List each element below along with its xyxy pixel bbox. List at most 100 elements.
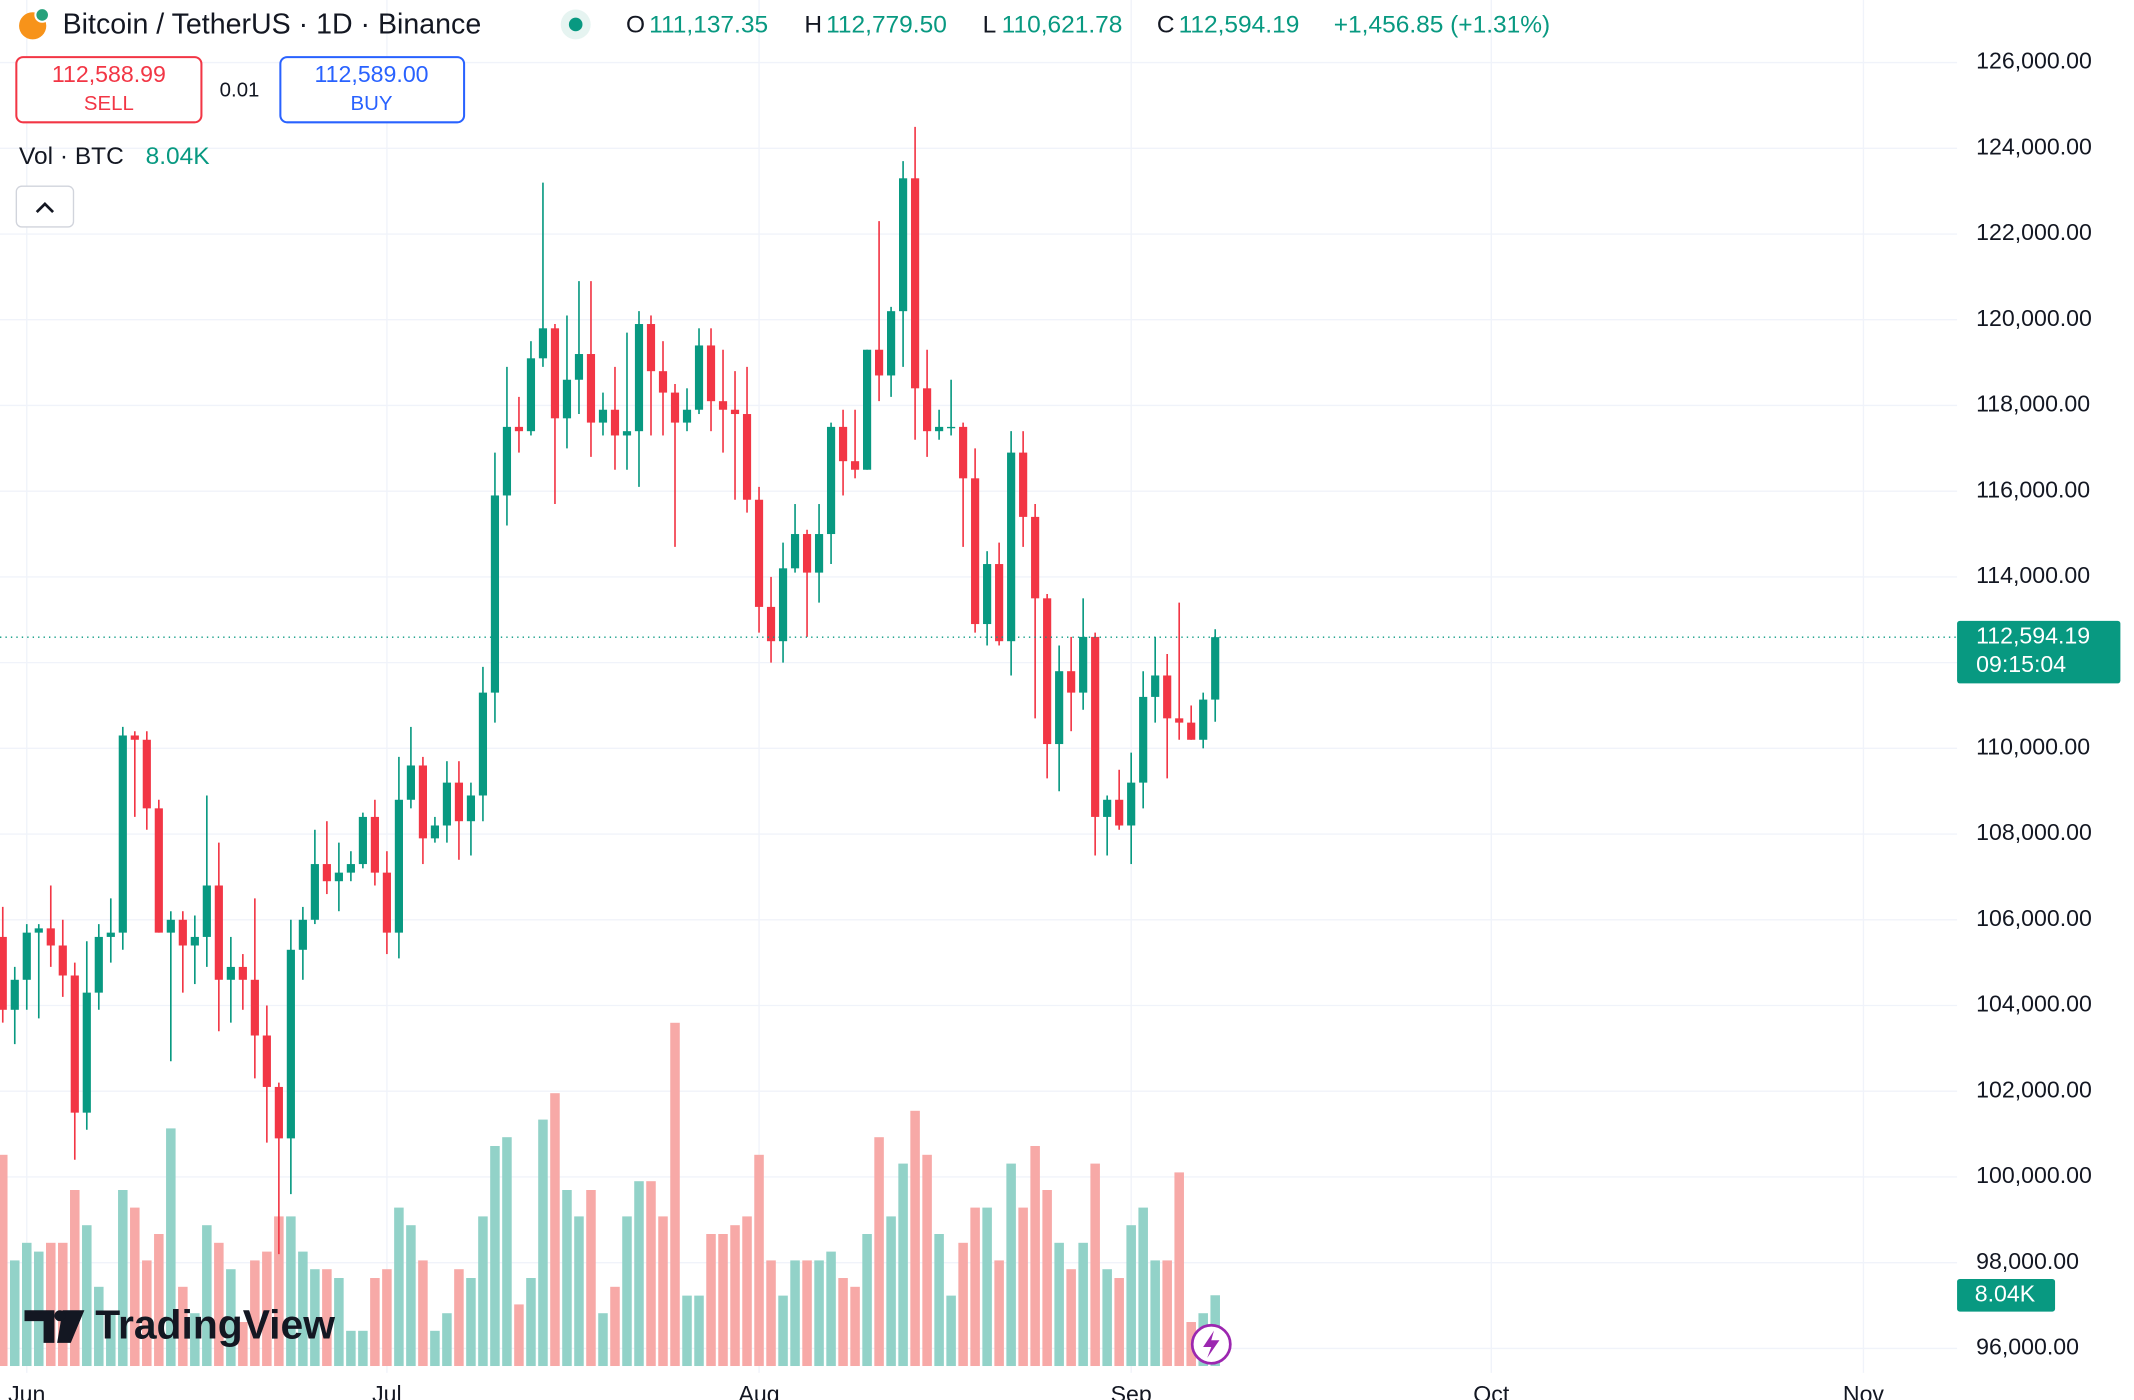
ohlc-key: H — [804, 11, 822, 38]
y-tick-label: 110,000.00 — [1976, 733, 2090, 759]
candle-body — [899, 178, 908, 312]
volume-bar — [202, 1225, 212, 1367]
candle-body — [1079, 636, 1088, 693]
candle-body — [983, 564, 992, 625]
collapse-button[interactable] — [15, 185, 75, 228]
volume-bar — [190, 1313, 200, 1367]
volume-bar — [106, 1313, 116, 1367]
candle-body — [226, 966, 235, 980]
volume-bar — [1174, 1172, 1184, 1367]
candle-body — [46, 928, 55, 946]
volume-bar — [1162, 1260, 1172, 1367]
sell-label[interactable]: SELL — [84, 93, 134, 115]
buy-label[interactable]: BUY — [351, 93, 393, 115]
volume-bar — [1150, 1260, 1160, 1367]
candle-body — [394, 799, 403, 933]
candle-body — [766, 606, 776, 642]
candle-body — [82, 992, 91, 1113]
volume-bar — [118, 1190, 128, 1367]
volume-bar — [22, 1242, 32, 1367]
volume-bar — [442, 1313, 452, 1367]
candle-body — [562, 379, 572, 419]
candle-body — [971, 478, 980, 625]
candle-body — [466, 795, 476, 822]
volume-bar — [718, 1234, 728, 1367]
candle-body — [322, 864, 331, 882]
quote-icon — [34, 7, 51, 23]
volume-bar — [1102, 1269, 1112, 1367]
volume-bar — [814, 1260, 824, 1367]
candle-body — [178, 919, 187, 946]
volume-bar — [562, 1190, 572, 1367]
volume-bar — [850, 1286, 860, 1367]
sell-box[interactable] — [15, 56, 203, 124]
volume-bar — [910, 1110, 920, 1367]
candle-body — [862, 349, 872, 470]
candle-body — [154, 808, 163, 933]
volume-bar — [298, 1251, 308, 1367]
candle-body — [274, 1086, 283, 1139]
candle-body — [814, 534, 824, 573]
lightning-button[interactable] — [1190, 1323, 1232, 1365]
x-tick-label: Nov — [1843, 1381, 1885, 1400]
candle-body — [1175, 718, 1184, 723]
candle-body — [874, 349, 884, 376]
candle-body — [538, 328, 548, 359]
candle-body — [202, 885, 211, 937]
volume-bar — [862, 1234, 872, 1367]
candle-body — [1151, 675, 1160, 697]
y-tick-label: 102,000.00 — [1976, 1076, 2092, 1102]
volume-bar — [994, 1260, 1004, 1367]
volume-bar — [322, 1269, 332, 1367]
volume-bar — [466, 1278, 476, 1367]
volume-bar — [946, 1295, 956, 1367]
volume-bar — [1138, 1207, 1148, 1367]
candle-body — [1007, 452, 1016, 642]
sell-price[interactable]: 112,588.99 — [52, 61, 166, 87]
volume-label: 8.04K — [1975, 1280, 2036, 1306]
volume-bar — [790, 1260, 800, 1367]
candle-body — [574, 354, 584, 380]
volume-bar — [634, 1181, 644, 1367]
collapse-box[interactable] — [15, 185, 75, 228]
spread: 0.01 — [220, 79, 260, 101]
candle-body — [58, 945, 67, 976]
candle-body — [70, 975, 79, 1113]
sell-button[interactable]: 112,588.99 SELL — [15, 56, 203, 124]
candle-body — [442, 782, 452, 826]
candle-body — [310, 864, 319, 920]
volume-bar — [34, 1251, 44, 1367]
chevron-icon[interactable] — [35, 201, 55, 213]
volume-bar — [694, 1295, 704, 1367]
candle-body — [1139, 696, 1148, 783]
volume-bar — [262, 1251, 272, 1367]
y-tick-label: 120,000.00 — [1976, 305, 2092, 331]
volume-bar — [214, 1242, 224, 1367]
buy-price[interactable]: 112,589.00 — [315, 61, 429, 87]
candle-body — [346, 864, 355, 873]
volume-bar — [154, 1234, 164, 1367]
grid — [0, 0, 1958, 1373]
volume-bar — [778, 1295, 788, 1367]
candle-body — [10, 979, 19, 1010]
candle-body — [1103, 799, 1112, 817]
candle-body — [1199, 699, 1208, 740]
volume-bar — [1030, 1145, 1040, 1367]
volume-bar — [70, 1190, 80, 1367]
x-tick-label: Aug — [738, 1381, 779, 1400]
candle-body — [802, 534, 812, 573]
candle-body — [250, 979, 259, 1036]
candle-body — [1211, 637, 1220, 700]
volume-bar — [238, 1322, 248, 1367]
volume-bar — [922, 1154, 932, 1367]
lightning-icon[interactable] — [1203, 1330, 1220, 1358]
volume-bar — [382, 1269, 392, 1367]
candle-body — [887, 311, 896, 376]
buy-box[interactable] — [279, 56, 466, 124]
ohlc-key: C — [1157, 11, 1175, 38]
volume-bar — [622, 1216, 632, 1367]
candle-body — [166, 919, 175, 933]
buy-button[interactable]: 112,589.00 BUY — [279, 56, 466, 124]
candle-body — [1115, 799, 1124, 826]
candle-body — [670, 392, 680, 423]
